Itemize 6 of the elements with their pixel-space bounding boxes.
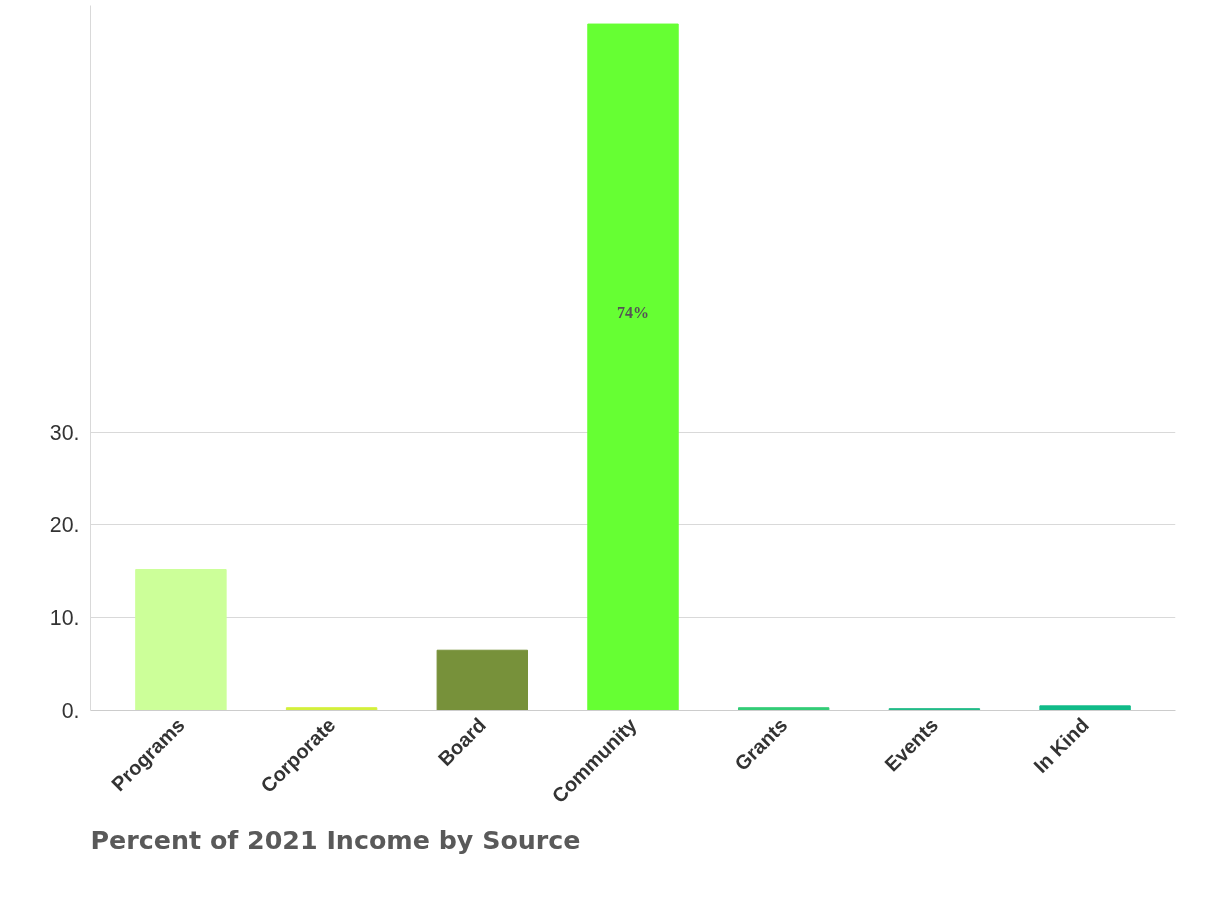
y-tick-label: 0. [61,699,80,723]
y-tick-label: 10. [49,606,80,631]
y-tick-label: 20. [49,513,80,538]
y-tick-label: 30. [49,420,80,445]
text: Percent of 2021 Income by Source [90,824,581,855]
data-label: 74% [617,303,649,321]
